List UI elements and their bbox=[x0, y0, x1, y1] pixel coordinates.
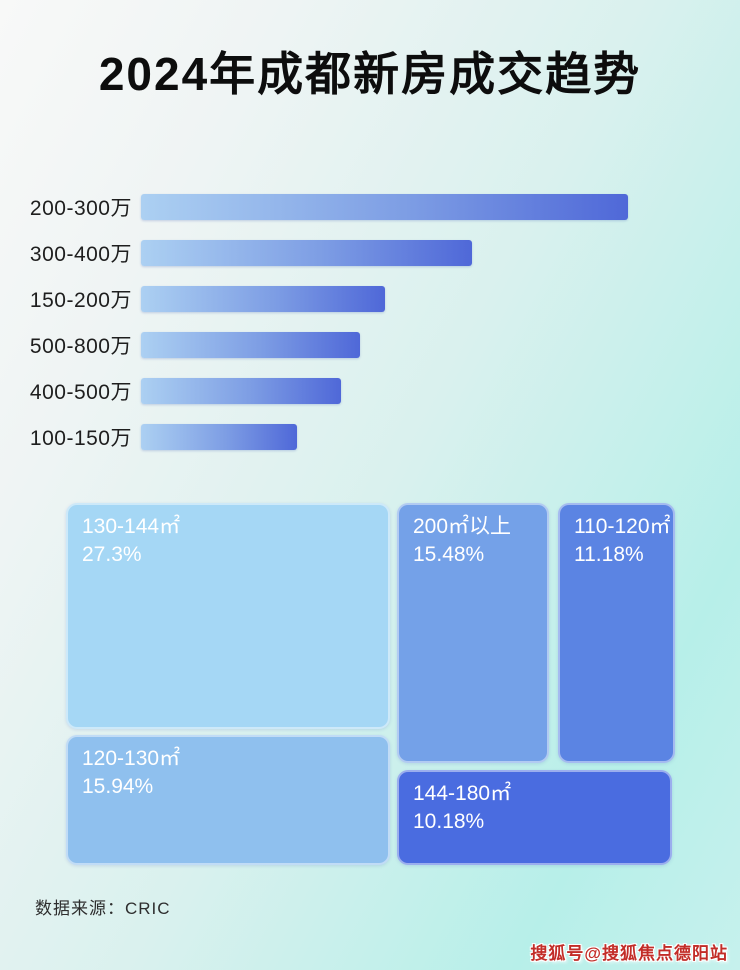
bar-row: 200-300万 bbox=[0, 194, 740, 220]
tile-label: 200㎡以上 bbox=[413, 515, 512, 538]
bar-track bbox=[141, 194, 628, 220]
bar-category-label: 100-150万 bbox=[29, 427, 132, 450]
bar-category-label: 150-200万 bbox=[29, 289, 132, 312]
page-title: 2024年成都新房成交趋势 bbox=[98, 48, 642, 100]
bar-row: 300-400万 bbox=[0, 240, 740, 266]
bar-category-label: 300-400万 bbox=[29, 243, 132, 266]
bar-category-label: 400-500万 bbox=[29, 381, 132, 404]
bar-fill bbox=[141, 424, 297, 450]
bar-track bbox=[141, 240, 628, 266]
bar-track bbox=[141, 332, 628, 358]
treemap-tile-130-144: 130-144㎡ 27.3% bbox=[66, 503, 390, 729]
bar-fill bbox=[141, 194, 628, 220]
bar-fill bbox=[141, 332, 361, 358]
bar-row: 400-500万 bbox=[0, 378, 740, 404]
tile-value: 10.18% bbox=[413, 810, 485, 834]
treemap-tile-120-130: 120-130㎡ 15.94% bbox=[66, 735, 390, 865]
bar-row: 500-800万 bbox=[0, 332, 740, 358]
tile-value: 15.48% bbox=[413, 543, 485, 567]
bar-row: 150-200万 bbox=[0, 286, 740, 312]
tile-value: 11.18% bbox=[574, 543, 644, 567]
treemap-tile-200-plus: 200㎡以上 15.48% bbox=[397, 503, 549, 763]
tile-label: 130-144㎡ bbox=[82, 515, 181, 538]
tile-value: 15.94% bbox=[82, 775, 154, 799]
publisher-watermark: 搜狐号@搜狐焦点德阳站 bbox=[530, 944, 728, 963]
area-size-treemap: 130-144㎡ 27.3% 200㎡以上 15.48% 110-120㎡ 11… bbox=[60, 498, 676, 870]
treemap-tile-110-120: 110-120㎡ 11.18% bbox=[558, 503, 675, 763]
tile-label: 144-180㎡ bbox=[413, 782, 512, 805]
bar-fill bbox=[141, 378, 341, 404]
tile-value: 27.3% bbox=[82, 543, 142, 567]
bar-fill bbox=[141, 286, 385, 312]
bar-track bbox=[141, 286, 628, 312]
data-source-note: 数据来源：CRIC bbox=[35, 899, 171, 918]
price-band-bar-chart: 200-300万 300-400万 150-200万 500-800万 400- bbox=[0, 194, 740, 450]
tile-label: 120-130㎡ bbox=[82, 747, 181, 770]
bar-track bbox=[141, 424, 628, 450]
tile-label: 110-120㎡ bbox=[574, 515, 671, 538]
bar-fill bbox=[141, 240, 473, 266]
bar-category-label: 200-300万 bbox=[29, 197, 132, 220]
bar-category-label: 500-800万 bbox=[29, 335, 132, 358]
bar-row: 100-150万 bbox=[0, 424, 740, 450]
bar-track bbox=[141, 378, 628, 404]
treemap-tile-144-180: 144-180㎡ 10.18% bbox=[397, 770, 672, 865]
